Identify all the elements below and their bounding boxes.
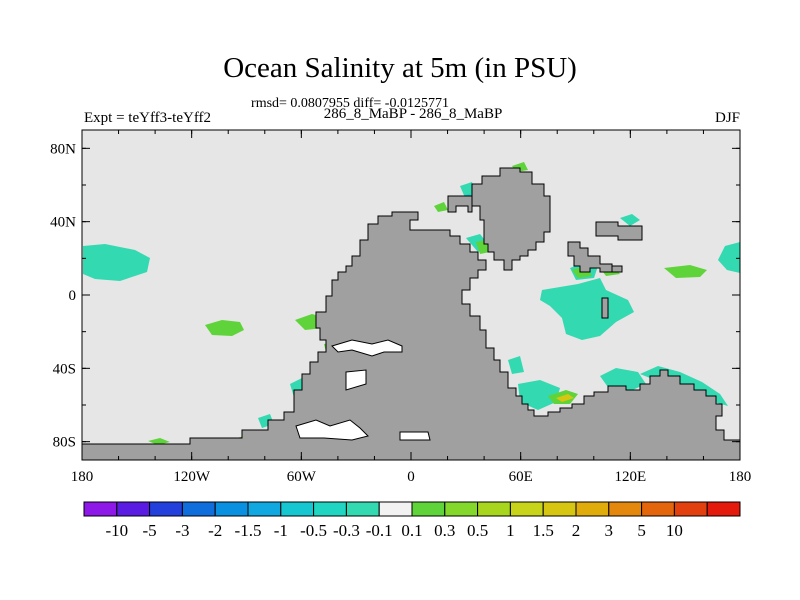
colorbar-label: 3 [605, 521, 614, 540]
y-tick-label: 80N [50, 141, 76, 157]
colorbar-swatch [575, 501, 610, 517]
anomaly-patch-east-pacific [718, 242, 740, 273]
chart-title: Ocean Salinity at 5m (in PSU) [223, 52, 577, 84]
colorbar-swatch [608, 501, 643, 517]
anomaly-patch-southern-ocean-2 [518, 380, 560, 410]
colorbar-swatch [280, 501, 315, 517]
anomaly-patch-pacific-1 [205, 320, 244, 336]
anomaly-patch-north-pacific [620, 214, 640, 226]
y-tick-label: 80S [53, 435, 76, 451]
colorbar-swatch [641, 501, 675, 517]
anomaly-patch-south-pacific [148, 438, 170, 445]
land-east-asia [595, 221, 643, 241]
colorbar-label: 0.1 [401, 521, 422, 540]
x-tick-label: 180 [71, 469, 94, 485]
land-australia [601, 297, 609, 319]
colorbar-label: -0.5 [300, 521, 327, 540]
colorbar-label: 1 [506, 521, 515, 540]
colorbar-label: 5 [637, 521, 646, 540]
colorbar-label: -3 [175, 521, 189, 540]
colorbar-swatch [411, 501, 446, 517]
colorbar-swatch [378, 501, 413, 517]
colorbar-swatch [673, 501, 708, 517]
colorbar-label: -0.1 [366, 521, 393, 540]
masked-regions [295, 339, 431, 441]
land-asia [471, 167, 551, 271]
colorbar-swatch [444, 501, 479, 517]
x-tick-label: 120E [614, 469, 646, 485]
colorbar-swatch [477, 501, 511, 517]
colorbar-swatch [509, 501, 544, 517]
colorbar-swatch [116, 501, 151, 517]
season-label: DJF [714, 110, 740, 126]
x-tick-label: 60E [509, 469, 533, 485]
land-southeast-asia [567, 241, 613, 273]
anomaly-patch-southern-ocean-6 [556, 394, 574, 402]
colorbar-swatch [345, 501, 380, 517]
anomaly-patch-agulhas [508, 356, 524, 374]
colorbar-swatch [542, 501, 577, 517]
colorbar-label: -5 [143, 521, 157, 540]
colorbar-swatch [181, 501, 216, 517]
anomaly-patch-west-europe [434, 202, 448, 212]
masked-region-3 [295, 419, 369, 441]
colorbar-label: -1 [274, 521, 288, 540]
experiment-label: Expt = teYff3-teYff2 [84, 110, 212, 126]
case-label: 286_8_MaBP - 286_8_MaBP [323, 106, 503, 122]
colorbar-swatch [149, 501, 183, 517]
y-tick-label: 40N [50, 215, 76, 231]
colorbar-label: 2 [572, 521, 581, 540]
masked-region-1 [331, 339, 403, 357]
colorbar-swatch [706, 501, 741, 517]
masked-region-2 [345, 369, 367, 391]
y-tick-label: 0 [69, 288, 77, 304]
y-tick-label: 40S [53, 361, 76, 377]
colorbar-swatch [214, 501, 249, 517]
x-tick-label: 180 [729, 469, 752, 485]
axis-ticks: 180 120W 60W 0 60E 120E 180 80N 40N 0 40S 80S [50, 130, 751, 485]
stats-line: rmsd= 0.0807955 diff= -0.0125771 [251, 96, 449, 111]
colorbar-swatch [313, 501, 347, 517]
x-tick-label: 0 [407, 469, 415, 485]
colorbar-label: -10 [105, 521, 128, 540]
land-masses [81, 167, 741, 461]
anomaly-patch-indian [664, 265, 707, 278]
colorbar-label: 0.5 [467, 521, 488, 540]
masked-region-4 [399, 431, 431, 441]
land-europe-islands [447, 195, 473, 213]
x-tick-label: 60W [287, 469, 317, 485]
colorbar: -10 -5 -3 -2 -1.5 -1 -0.5 -0.3 -0.1 0.1 0.3 0.5 1 1.5… [83, 501, 741, 540]
colorbar-label: -0.3 [333, 521, 360, 540]
anomaly-patch-west-pacific [83, 244, 150, 281]
colorbar-label: 10 [666, 521, 683, 540]
land-americas-main [81, 211, 741, 461]
colorbar-label: 0.3 [434, 521, 455, 540]
colorbar-label: -1.5 [235, 521, 262, 540]
anomaly-patch-indian-large [540, 278, 634, 340]
colorbar-label: 1.5 [533, 521, 554, 540]
x-tick-label: 120W [173, 469, 211, 485]
colorbar-swatch [83, 501, 118, 517]
land-indonesia [611, 265, 623, 273]
colorbar-label: -2 [208, 521, 222, 540]
colorbar-swatch [247, 501, 282, 517]
